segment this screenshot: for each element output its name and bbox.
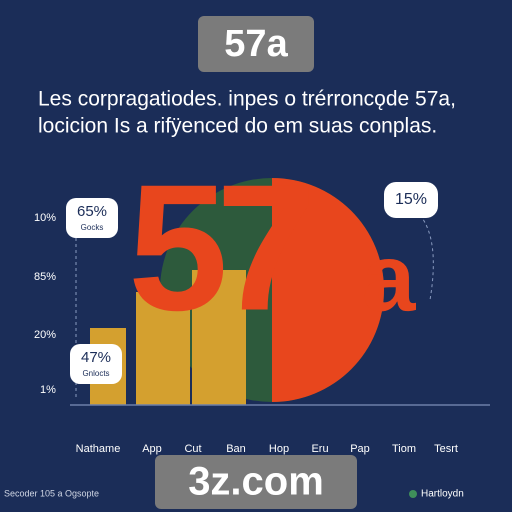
footer-badge-text: 3z.com <box>188 460 324 504</box>
big-number: 57 <box>128 148 309 349</box>
connector <box>419 214 434 301</box>
bar <box>136 292 190 405</box>
y-label: 85% <box>34 271 56 283</box>
callout <box>66 198 118 238</box>
footer-badge <box>155 455 357 509</box>
brand-dot <box>409 490 417 498</box>
x-label: Ban <box>226 443 246 455</box>
y-label: 10% <box>34 212 56 224</box>
big-letter: a <box>362 224 416 331</box>
title-badge <box>198 16 314 72</box>
x-label: Hop <box>269 443 289 455</box>
headline: locicion Is a rifÿenced do em suas conpl… <box>38 115 437 138</box>
callout-label: Gnlocts <box>82 369 109 378</box>
source: Secoder 105 a Ogsopte <box>4 488 99 498</box>
y-label: 1% <box>40 384 56 396</box>
x-label: Eru <box>311 443 328 455</box>
title-badge-text: 57a <box>224 23 288 65</box>
x-label: Pap <box>350 443 370 455</box>
callout-value: 47% <box>81 349 111 366</box>
bar <box>192 270 246 405</box>
x-label: Cut <box>184 443 201 455</box>
callout-value: 15% <box>395 191 427 208</box>
headline: Les corpragatiodes. inpes o trérroncǫde … <box>38 88 456 111</box>
y-label: 20% <box>34 329 56 341</box>
callout <box>70 344 122 384</box>
callout-value: 65% <box>77 203 107 220</box>
x-label: Tesrt <box>434 443 458 455</box>
brand: Hartloydn <box>421 489 464 500</box>
callout-label: Gocks <box>81 223 104 232</box>
x-label: App <box>142 443 162 455</box>
callout <box>384 182 438 218</box>
circle-half <box>272 178 384 402</box>
x-label: Nathame <box>76 443 121 455</box>
x-label: Tiom <box>392 443 416 455</box>
